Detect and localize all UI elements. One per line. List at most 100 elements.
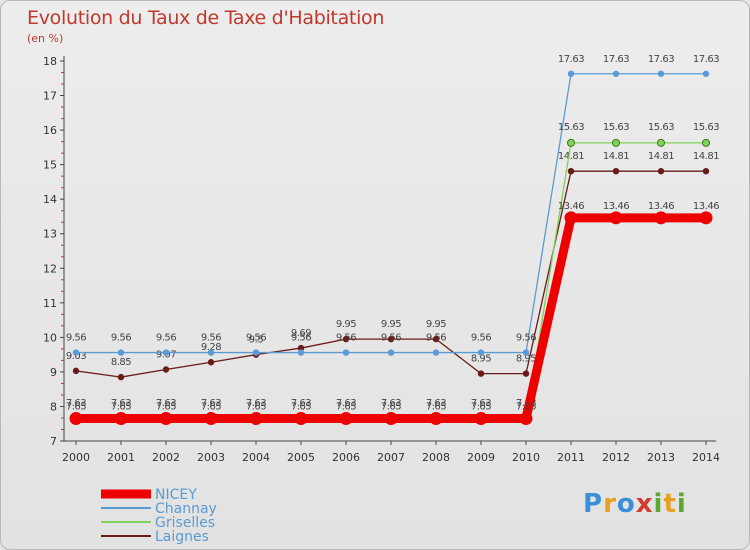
data-label-nicey: 13.46: [693, 201, 719, 212]
data-label-nicey: 7.65: [201, 402, 221, 413]
data-point-channay: [342, 349, 350, 356]
data-label-nicey: 7.65: [111, 402, 131, 413]
data-label-laignes: 8.95: [516, 354, 536, 365]
data-label-laignes: 9.95: [426, 319, 446, 330]
y-tick-label: 17: [43, 90, 57, 103]
data-label-nicey: 13.46: [603, 201, 629, 212]
data-point-laignes: [612, 168, 620, 175]
data-point-nicey: [429, 412, 443, 426]
data-label-griselles: 15.63: [603, 122, 629, 133]
data-point-nicey: [249, 412, 263, 426]
data-label-nicey: 7.65: [381, 402, 401, 413]
y-tick-label: 15: [43, 159, 57, 172]
data-point-channay: [297, 349, 305, 356]
data-label-channay: 9.56: [246, 333, 266, 344]
proxiti-logo: Proxiti: [583, 489, 687, 519]
data-label-channay: 9.56: [336, 333, 356, 344]
data-point-laignes: [207, 359, 215, 366]
data-label-channay: 9.56: [426, 333, 446, 344]
x-tick-label: 2014: [692, 451, 720, 464]
data-label-nicey: 13.46: [558, 201, 584, 212]
x-tick-label: 2001: [107, 451, 135, 464]
data-label-channay: 9.56: [516, 333, 536, 344]
data-label-laignes: 14.81: [558, 151, 584, 162]
x-tick-label: 2005: [287, 451, 315, 464]
data-label-laignes: 14.81: [693, 151, 719, 162]
data-label-channay: 17.63: [648, 54, 674, 65]
data-label-griselles: 15.63: [648, 122, 674, 133]
data-point-nicey: [699, 211, 713, 225]
x-tick-label: 2012: [602, 451, 630, 464]
data-label-nicey: 7.65: [426, 402, 446, 413]
data-label-griselles: 7.63: [201, 398, 221, 409]
data-label-griselles: 7.63: [336, 398, 356, 409]
data-label-laignes: 14.81: [648, 151, 674, 162]
data-point-nicey: [609, 211, 623, 225]
data-point-griselles: [702, 138, 710, 147]
data-point-channay: [432, 349, 440, 356]
y-tick-label: 10: [43, 331, 57, 344]
legend-label-channay: Channay: [155, 501, 217, 517]
x-tick-label: 2002: [152, 451, 180, 464]
data-label-channay: 9.56: [66, 333, 86, 344]
data-point-nicey: [204, 412, 218, 426]
data-label-channay: 9.56: [111, 333, 131, 344]
data-point-laignes: [72, 367, 80, 375]
data-label-channay: 9.56: [381, 333, 401, 344]
data-label-laignes: 14.81: [603, 151, 629, 162]
data-label-griselles: 7.63: [381, 398, 401, 409]
x-tick-label: 2000: [62, 451, 90, 464]
data-label-nicey: 13.46: [648, 201, 674, 212]
y-tick-label: 11: [43, 297, 57, 310]
data-label-griselles: 7.63: [111, 398, 131, 409]
legend-label-griselles: Griselles: [155, 515, 215, 531]
x-tick-label: 2007: [377, 451, 405, 464]
data-label-griselles: 15.63: [558, 122, 584, 133]
data-point-channay: [117, 349, 125, 356]
y-tick-label: 14: [43, 193, 57, 206]
data-label-griselles: 7.63: [291, 398, 311, 409]
data-point-channay: [387, 349, 395, 356]
data-point-griselles: [657, 138, 665, 147]
data-point-channay: [72, 349, 80, 356]
data-label-nicey: 7.65: [291, 402, 311, 413]
data-label-laignes: 9.69: [291, 328, 311, 339]
data-point-nicey: [159, 412, 173, 426]
data-label-laignes: 8.95: [471, 354, 491, 365]
data-point-channay: [477, 349, 485, 356]
data-point-nicey: [114, 412, 128, 426]
data-label-laignes: 9.5: [249, 335, 264, 346]
data-point-nicey: [654, 211, 668, 225]
data-point-channay: [252, 349, 260, 356]
data-label-channay: 17.63: [693, 54, 719, 65]
data-point-channay: [657, 70, 665, 77]
x-tick-label: 2013: [647, 451, 675, 464]
data-label-laignes: 9.03: [66, 351, 86, 362]
data-label-laignes: 9.28: [201, 342, 221, 353]
data-point-griselles: [612, 138, 620, 147]
chart-title: Evolution du Taux de Taxe d'Habitation: [27, 7, 385, 29]
x-tick-label: 2006: [332, 451, 360, 464]
legend-label-laignes: Laignes: [155, 529, 209, 545]
data-label-griselles: 15.63: [693, 122, 719, 133]
data-point-laignes: [567, 168, 575, 175]
legend-label-nicey: NICEY: [155, 487, 197, 503]
y-tick-label: 16: [43, 124, 57, 137]
data-label-griselles: 7.63: [66, 398, 86, 409]
data-label-griselles: 7.63: [156, 398, 176, 409]
data-label-nicey: 7.65: [156, 402, 176, 413]
x-tick-label: 2011: [557, 451, 585, 464]
data-point-laignes: [657, 168, 665, 175]
data-label-nicey: 7.65: [246, 402, 266, 413]
data-point-laignes: [297, 344, 305, 352]
series-line-griselles: [76, 142, 706, 420]
data-point-channay: [522, 349, 530, 356]
data-point-nicey: [69, 412, 83, 426]
x-tick-label: 2003: [197, 451, 225, 464]
y-tick-label: 7: [50, 435, 57, 448]
data-label-laignes: 8.85: [111, 357, 131, 368]
data-point-laignes: [477, 370, 485, 377]
data-point-nicey: [339, 412, 353, 426]
y-tick-label: 18: [43, 55, 57, 68]
